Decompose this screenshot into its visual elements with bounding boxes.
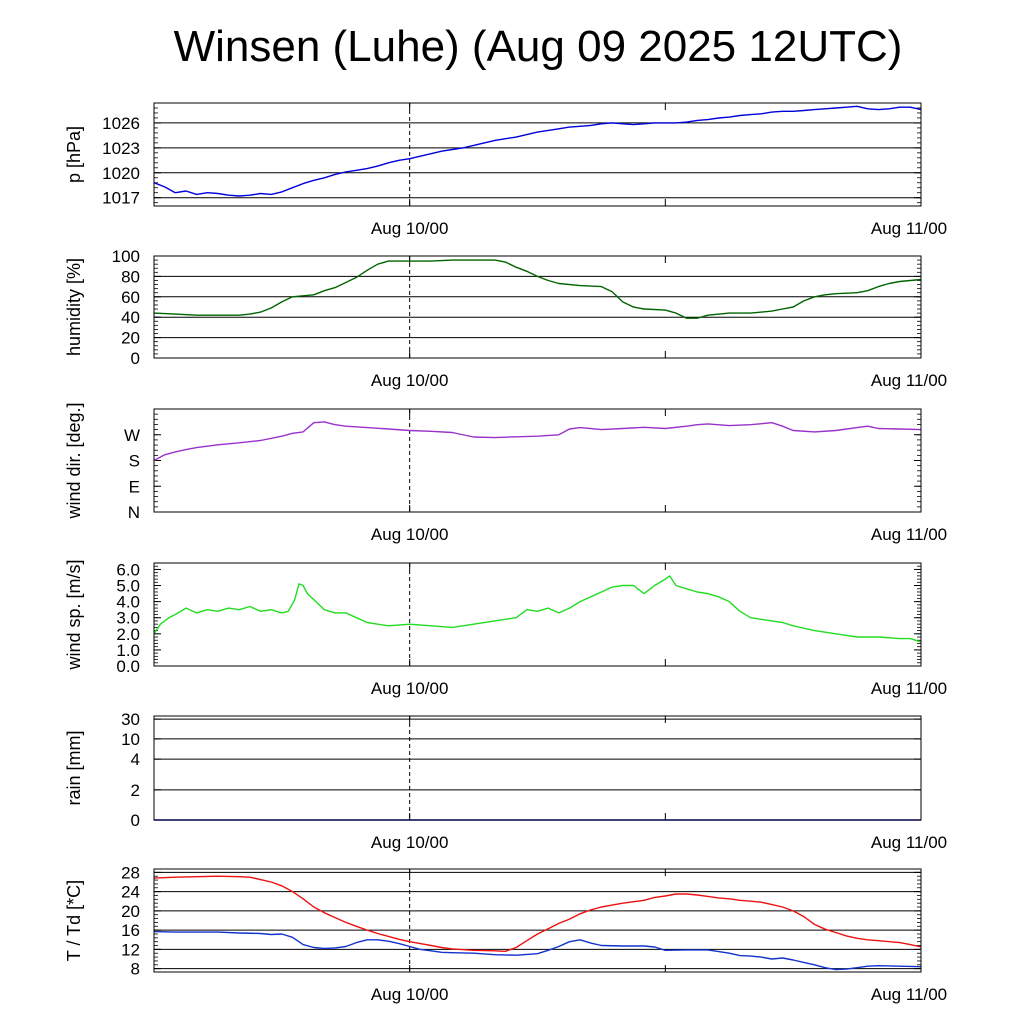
y-tick-label: 30 [121,710,140,729]
y-tick-label: 4 [131,750,140,769]
y-tick-label: 40 [121,308,140,327]
y-tick-label: 16 [121,921,140,940]
y-axis-label: rain [mm] [64,730,84,805]
panel-frame [153,408,922,513]
y-tick-label: E [129,477,140,496]
panel-frame [153,868,922,973]
y-tick-label: 4.0 [116,593,140,612]
y-axis-label: wind sp. [m/s] [64,559,84,670]
y-axis-label: humidity [%] [64,258,84,356]
y-tick-label: 24 [121,883,140,902]
x-tick-label: Aug 10/00 [371,833,449,852]
x-tick-label: Aug 11/00 [871,219,947,238]
y-axis-label: wind dir. [deg.] [64,402,84,519]
x-tick-label: Aug 10/00 [371,985,449,1004]
y-tick-label: 6.0 [116,560,140,579]
x-tick-label: Aug 11/00 [871,371,947,390]
x-tick-label: Aug 11/00 [871,679,947,698]
y-tick-label: 5.0 [116,577,140,596]
x-tick-label: Aug 10/00 [371,525,449,544]
series-line-wind_speed [153,575,922,643]
y-tick-label: 0.0 [116,657,140,676]
series-line-dewpoint [153,930,922,971]
panel-frame [153,255,922,359]
y-tick-label: 8 [131,960,140,979]
y-tick-label: 1020 [102,164,140,183]
y-axis-label: p [hPa] [64,126,84,183]
x-tick-label: Aug 11/00 [871,525,947,544]
y-tick-label: 28 [121,863,140,882]
x-tick-label: Aug 11/00 [871,985,947,1004]
y-tick-label: 2 [131,781,140,800]
x-tick-label: Aug 10/00 [371,679,449,698]
y-tick-label: 1023 [102,139,140,158]
series-line-wind_dir [153,421,922,462]
y-axis-label: T / Td [*C] [64,880,84,961]
y-tick-label: 12 [121,940,140,959]
series-line-pressure [153,105,922,197]
y-tick-label: N [128,503,140,522]
x-tick-label: Aug 10/00 [371,219,449,238]
y-tick-label: 80 [121,267,140,286]
y-tick-label: 60 [121,288,140,307]
y-tick-label: 20 [121,329,140,348]
x-tick-label: Aug 10/00 [371,371,449,390]
y-tick-label: 0 [131,811,140,830]
y-tick-label: 1.0 [116,641,140,660]
y-tick-label: S [129,452,140,471]
panel-frame [153,715,922,821]
y-tick-label: W [124,426,140,445]
panel-frame [153,102,922,207]
y-tick-label: 1026 [102,114,140,133]
page-title: Winsen (Luhe) (Aug 09 2025 12UTC) [173,22,903,71]
y-tick-label: 100 [112,247,140,266]
y-tick-label: 3.0 [116,609,140,628]
y-tick-label: 10 [121,730,140,749]
y-tick-label: 20 [121,902,140,921]
x-tick-label: Aug 11/00 [871,833,947,852]
y-tick-label: 2.0 [116,625,140,644]
series-line-humidity [153,259,922,319]
series-line-temperature [153,875,922,952]
panel-frame [153,562,922,667]
y-tick-label: 1017 [102,189,140,208]
y-tick-label: 0 [131,349,140,368]
